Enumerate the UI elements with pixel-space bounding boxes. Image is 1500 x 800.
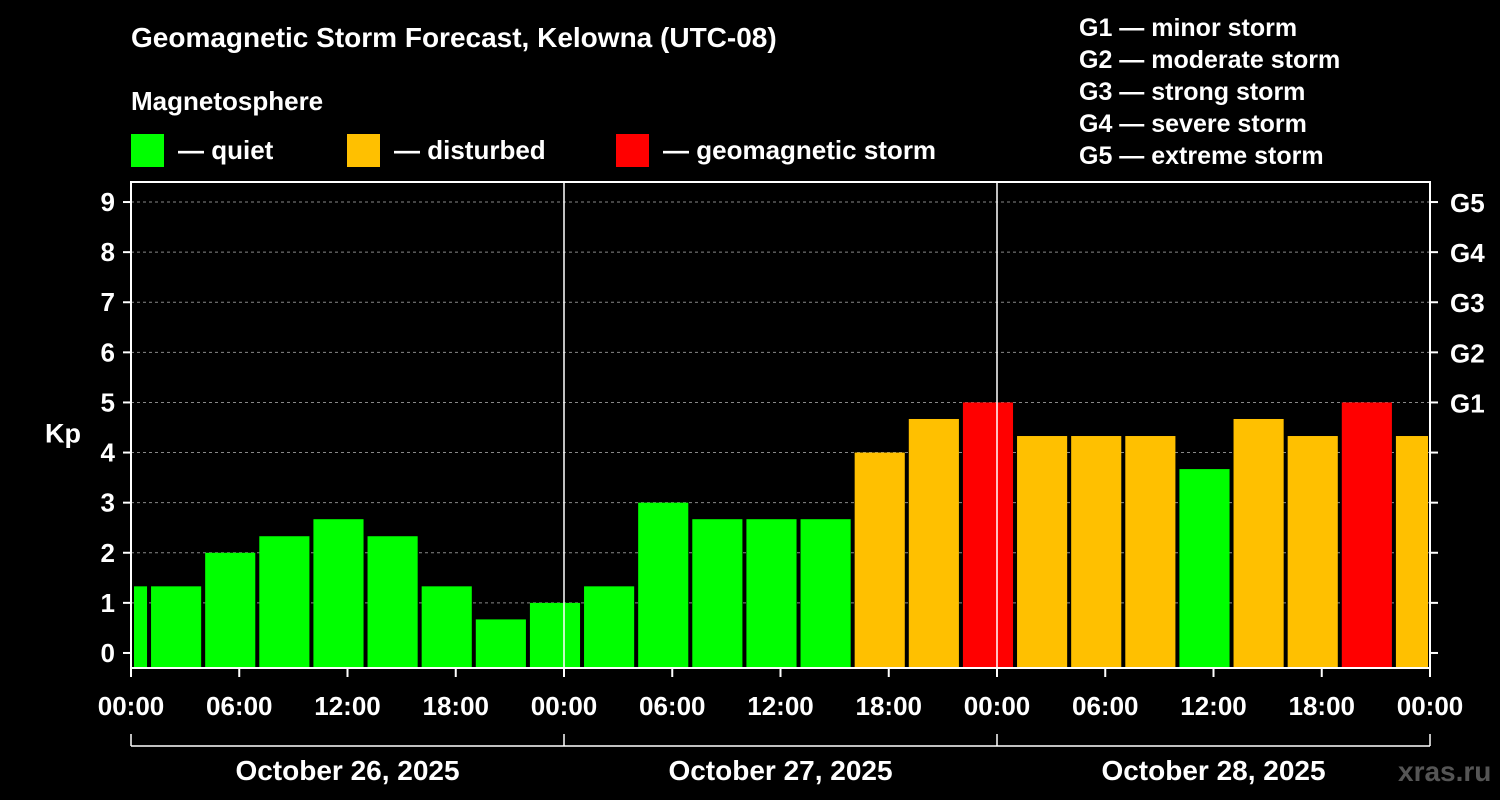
- kp-bar: [1233, 418, 1284, 668]
- storm-scale-g3: G3 — strong storm: [1079, 78, 1306, 106]
- storm-scale-g4: G4 — severe storm: [1079, 110, 1307, 138]
- kp-bar: [638, 502, 689, 668]
- x-tick-label: 18:00: [856, 691, 923, 721]
- legend-label-quiet: — quiet: [178, 134, 274, 165]
- kp-bar: [746, 519, 797, 668]
- y-tick-label: 2: [101, 538, 115, 568]
- kp-bar: [313, 519, 364, 668]
- kp-bar: [1179, 469, 1230, 668]
- x-tick-label: 00:00: [531, 691, 598, 721]
- kp-bar: [1017, 436, 1068, 668]
- day-label: October 26, 2025: [235, 755, 459, 786]
- kp-bar: [800, 519, 851, 668]
- x-tick-label: 12:00: [314, 691, 381, 721]
- kp-bar: [421, 586, 472, 668]
- kp-bar: [259, 536, 310, 668]
- kp-bar: [134, 586, 148, 668]
- x-tick-label: 00:00: [964, 691, 1031, 721]
- storm-scale-legend: G1 — minor storm G2 — moderate storm G3 …: [1079, 12, 1340, 172]
- kp-bar: [1341, 402, 1392, 668]
- y-tick-label: 5: [101, 387, 115, 417]
- storm-scale-g2: G2 — moderate storm: [1079, 46, 1341, 74]
- x-tick-label: 00:00: [1397, 691, 1464, 721]
- x-tick-label: 12:00: [1180, 691, 1247, 721]
- y-tick-label: 1: [101, 588, 115, 618]
- chart-subtitle: Magnetosphere: [131, 86, 324, 116]
- x-tick-label: 18:00: [423, 691, 490, 721]
- legend-swatch-quiet: [131, 133, 164, 167]
- legend-item-storm: — geomagnetic storm: [616, 133, 936, 167]
- x-tick-label: 06:00: [206, 691, 273, 721]
- kp-bar: [1071, 436, 1122, 668]
- y-tick-label: 9: [101, 187, 115, 217]
- kp-bar: [584, 586, 635, 668]
- kp-bar: [692, 519, 743, 668]
- day-label: October 28, 2025: [1101, 755, 1325, 786]
- storm-scale-g1: G1 — minor storm: [1079, 14, 1298, 42]
- storm-level-label: G2: [1450, 338, 1485, 368]
- kp-bar: [962, 402, 1014, 668]
- chart-title: Geomagnetic Storm Forecast, Kelowna (UTC…: [131, 22, 777, 53]
- y-tick-label: 3: [101, 488, 115, 518]
- y-tick-label: 4: [101, 438, 116, 468]
- x-tick-label: 18:00: [1289, 691, 1356, 721]
- kp-bar: [908, 418, 959, 668]
- kp-bar: [1125, 436, 1176, 668]
- storm-level-label: G1: [1450, 388, 1485, 418]
- day-label: October 27, 2025: [668, 755, 892, 786]
- kp-bar: [151, 586, 202, 668]
- storm-level-label: G4: [1450, 238, 1485, 268]
- x-tick-label: 06:00: [1072, 691, 1139, 721]
- legend-item-disturbed: — disturbed: [347, 133, 546, 167]
- watermark: xras.ru: [1398, 756, 1492, 787]
- kp-bar: [475, 619, 526, 668]
- x-tick-label: 06:00: [639, 691, 706, 721]
- kp-bar: [529, 602, 581, 668]
- legend-swatch-disturbed: [347, 133, 380, 167]
- y-tick-label: 7: [101, 287, 115, 317]
- storm-scale-g5: G5 — extreme storm: [1079, 142, 1324, 170]
- legend-swatch-storm: [616, 133, 649, 167]
- kp-bar: [367, 536, 418, 668]
- kp-bar: [205, 552, 256, 668]
- storm-level-label: G5: [1450, 188, 1485, 218]
- kp-bar: [1395, 436, 1428, 668]
- x-tick-label: 12:00: [747, 691, 814, 721]
- legend-label-storm: — geomagnetic storm: [663, 134, 937, 165]
- kp-bar: [1287, 436, 1338, 668]
- legend-item-quiet: — quiet: [131, 133, 273, 167]
- storm-level-label: G3: [1450, 288, 1485, 318]
- y-tick-label: 0: [101, 638, 115, 668]
- x-tick-label: 00:00: [98, 691, 165, 721]
- kp-bar: [854, 452, 905, 668]
- y-tick-label: 8: [101, 237, 115, 267]
- legend-label-disturbed: — disturbed: [394, 134, 546, 165]
- y-tick-label: 6: [101, 337, 115, 367]
- y-axis-label: Kp: [45, 419, 81, 449]
